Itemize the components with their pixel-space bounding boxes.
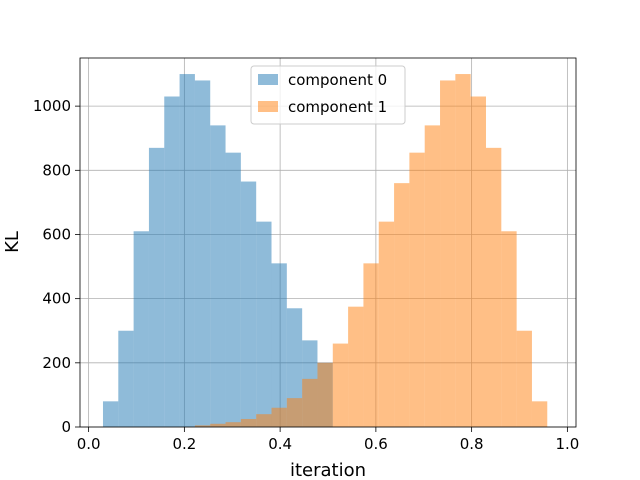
- axes-frame: [79, 57, 577, 428]
- y-axis-label: KL: [2, 231, 23, 253]
- histogram-bar-component-1: [440, 80, 456, 427]
- histogram-bar-component-1: [470, 96, 486, 428]
- histogram-bar-component-1: [394, 183, 410, 427]
- legend-label-component-0: component 0: [288, 71, 387, 89]
- legend-frame: [250, 65, 406, 125]
- histogram-bar-component-0: [256, 221, 272, 427]
- histogram-bar-component-1: [210, 423, 226, 427]
- histogram-bar-component-1: [302, 378, 318, 427]
- y-tick-label: 0: [61, 418, 71, 436]
- histogram-bars: [102, 74, 548, 428]
- histogram-bar-component-1: [409, 152, 425, 427]
- histogram-bar-component-1: [485, 147, 502, 427]
- histogram-bar-component-1: [455, 74, 471, 427]
- histogram-bar-component-0: [102, 401, 119, 427]
- legend: component 0 component 1: [250, 65, 406, 125]
- x-tick-label: 0.0: [77, 435, 101, 453]
- histogram-bar-component-1: [317, 362, 333, 427]
- y-tick-label: 1000: [33, 97, 71, 115]
- x-axis-label: iteration: [290, 460, 366, 480]
- histogram-bar-component-0: [210, 125, 226, 428]
- histogram-bar-component-1: [240, 418, 257, 427]
- histogram-bar-component-0: [179, 74, 195, 427]
- y-tick-label: 600: [42, 225, 71, 243]
- histogram-bar-component-1: [271, 407, 287, 427]
- histogram-bar-component-0: [286, 308, 303, 427]
- x-tick-label: 0.4: [268, 435, 292, 453]
- histogram-bar-component-1: [531, 401, 548, 427]
- x-tick-label: 0.8: [460, 435, 484, 453]
- histogram-bar-component-0: [148, 147, 165, 427]
- legend-swatch-component-0: [258, 74, 278, 85]
- histogram-bar-component-0: [118, 330, 134, 427]
- histogram-bar-component-1: [332, 343, 349, 427]
- histogram-bar-component-1: [348, 306, 364, 427]
- y-tick-label: 200: [42, 354, 71, 372]
- y-tick-label: 400: [42, 290, 71, 308]
- histogram-bar-component-1: [424, 125, 441, 428]
- histogram-bar-component-0: [225, 152, 241, 427]
- histogram-bar-component-0: [164, 96, 180, 428]
- histogram-bar-component-1: [501, 231, 517, 427]
- histogram-bar-component-1: [286, 398, 303, 427]
- x-tick-label: 1.0: [555, 435, 579, 453]
- x-tick-label: 0.2: [172, 435, 196, 453]
- legend-label-component-1: component 1: [288, 98, 387, 116]
- histogram-bar-component-1: [225, 422, 241, 427]
- y-tick-label: 800: [42, 161, 71, 179]
- histogram-bar-component-0: [194, 80, 211, 427]
- histogram-bar-component-1: [378, 221, 395, 427]
- legend-swatch-component-1: [258, 101, 278, 112]
- histogram-bar-component-0: [271, 263, 287, 427]
- axis-ticks: 0.0 0.2 0.4 0.6 0.8 1.0 0 200 400 600 800 1000: [33, 97, 579, 453]
- histogram-bar-component-1: [194, 425, 211, 427]
- histogram-bar-component-1: [256, 414, 272, 427]
- histogram-bar-component-0: [240, 181, 257, 427]
- histogram-bar-component-1: [363, 263, 379, 427]
- x-tick-label: 0.6: [364, 435, 388, 453]
- histogram-bar-component-1: [516, 330, 532, 427]
- histogram-bar-component-0: [133, 231, 149, 427]
